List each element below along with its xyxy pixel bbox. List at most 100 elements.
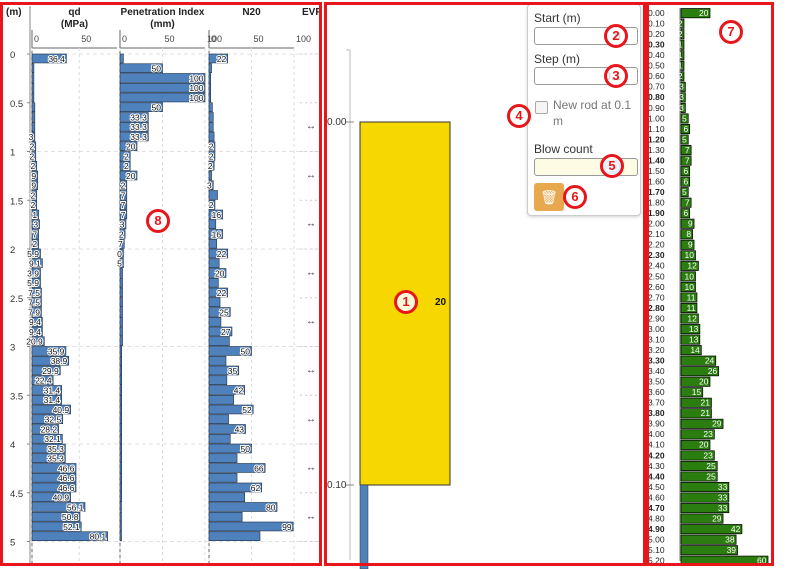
- qd-bar-label: 3: [29, 132, 34, 142]
- list-blow-bar[interactable]: [680, 166, 691, 177]
- list-blow-bar[interactable]: [680, 281, 696, 292]
- list-blow-bar[interactable]: [680, 113, 689, 124]
- n20-bar-label: 35: [228, 366, 238, 376]
- list-blow-bar[interactable]: [680, 313, 699, 324]
- list-blow-value: 33: [718, 503, 728, 513]
- list-blow-bar[interactable]: [680, 271, 696, 282]
- list-blow-bar[interactable]: [680, 555, 769, 566]
- evr-arrow-icon[interactable]: ↔: [306, 316, 316, 327]
- list-blow-bar[interactable]: [680, 260, 699, 271]
- list-blow-bar[interactable]: [680, 187, 689, 198]
- list-blow-bar[interactable]: [680, 60, 685, 71]
- list-blow-bar[interactable]: [680, 450, 715, 461]
- evr-arrow-icon[interactable]: ↔: [306, 267, 316, 278]
- evr-arrow-icon[interactable]: ↔: [306, 414, 316, 425]
- list-blow-bar[interactable]: [680, 460, 718, 471]
- list-blow-bar[interactable]: [680, 123, 691, 135]
- list-blow-bar[interactable]: [680, 145, 692, 156]
- list-blow-bar[interactable]: [680, 524, 743, 535]
- n20-bar-label: 22: [217, 288, 227, 298]
- list-blow-bar[interactable]: [680, 208, 691, 219]
- list-blow-bar[interactable]: [680, 81, 686, 92]
- list-blow-bar[interactable]: [680, 71, 685, 82]
- qd-bar-label: 2: [30, 161, 35, 171]
- new-rod-checkbox[interactable]: [535, 101, 548, 114]
- list-depth: 1.10: [648, 124, 665, 134]
- n20-bar: [208, 151, 216, 161]
- interval-depth-bottom: 0.10: [327, 480, 347, 491]
- evr-arrow-icon[interactable]: ↔: [306, 511, 316, 522]
- list-blow-bar[interactable]: [680, 471, 718, 482]
- list-blow-bar[interactable]: [680, 387, 704, 398]
- list-blow-bar[interactable]: [680, 418, 724, 429]
- list-blow-bar[interactable]: [680, 482, 730, 493]
- list-blow-bar[interactable]: [680, 8, 711, 19]
- n20-bar: [208, 472, 238, 483]
- pi-bar-label: 2: [119, 229, 124, 239]
- list-blow-bar[interactable]: [680, 134, 689, 145]
- trash-icon: 🗑: [540, 189, 558, 205]
- n20-bar: [208, 531, 261, 541]
- evr-arrow-icon[interactable]: ↔: [306, 463, 316, 474]
- list-blow-bar[interactable]: [680, 534, 737, 545]
- qd-bar: [31, 511, 81, 522]
- list-blow-bar[interactable]: [680, 292, 698, 303]
- list-blow-bar[interactable]: [680, 218, 695, 229]
- n20-bar: [208, 326, 233, 337]
- evr-arrow-icon[interactable]: ↔: [306, 219, 316, 230]
- qd-bar: [31, 287, 42, 298]
- list-blow-bar[interactable]: [680, 513, 724, 524]
- list-blow-bar[interactable]: [680, 345, 702, 356]
- n20-bar: [208, 443, 252, 454]
- list-blow-bar[interactable]: [680, 492, 730, 503]
- qd-bar: [31, 180, 38, 190]
- qd-bar-label: 50.8: [62, 512, 79, 522]
- n20-bar: [208, 268, 227, 278]
- delete-button[interactable]: 🗑: [534, 183, 564, 211]
- qd-bar-label: 5.9: [27, 278, 39, 288]
- qd-bar: [31, 326, 43, 337]
- list-blow-bar[interactable]: [680, 197, 692, 208]
- qd-bar-label: 52.1: [63, 522, 80, 532]
- list-blow-bar[interactable]: [680, 102, 686, 113]
- list-depth: 1.40: [648, 155, 665, 165]
- list-blow-bar[interactable]: [680, 39, 685, 50]
- list-blow-bar[interactable]: [680, 50, 685, 61]
- list-depth: 4.20: [648, 450, 665, 460]
- list-blow-bar[interactable]: [680, 503, 730, 514]
- qd-bar-label-halo: 9.1: [29, 259, 41, 269]
- qd-tick: 50: [81, 34, 91, 44]
- list-blow-bar[interactable]: [680, 355, 717, 366]
- n20-bar: [208, 160, 215, 171]
- list-blow-bar[interactable]: [680, 92, 686, 103]
- list-blow-bar[interactable]: [680, 376, 711, 387]
- list-blow-bar[interactable]: [680, 439, 711, 450]
- list-blow-bar[interactable]: [680, 429, 715, 440]
- list-blow-bar[interactable]: [680, 324, 701, 335]
- n20-bar: [208, 453, 238, 463]
- evr-arrow-icon[interactable]: ↔: [306, 121, 316, 132]
- list-blow-bar[interactable]: [680, 18, 685, 29]
- list-blow-bar[interactable]: [680, 302, 698, 314]
- list-blow-bar[interactable]: [680, 250, 696, 261]
- qd-bar: [31, 404, 71, 415]
- n20-bar: [208, 433, 231, 444]
- list-blow-bar[interactable]: [680, 229, 693, 240]
- list-blow-bar[interactable]: [680, 176, 691, 187]
- qd-bar: [31, 502, 86, 512]
- evr-arrow-icon[interactable]: ↔: [306, 170, 316, 181]
- list-blow-bar[interactable]: [680, 29, 685, 40]
- n20-bar: [208, 307, 231, 317]
- list-blow-bar[interactable]: [680, 545, 738, 556]
- list-blow-bar[interactable]: [680, 155, 692, 166]
- evr-arrow-icon[interactable]: ↔: [306, 365, 316, 376]
- pi-bar-label-halo: 7: [121, 210, 126, 220]
- qd-bar-label-halo: 35.9: [48, 346, 65, 356]
- list-blow-bar[interactable]: [680, 334, 701, 345]
- list-blow-bar[interactable]: [680, 408, 712, 419]
- list-blow-bar[interactable]: [680, 239, 695, 250]
- list-blow-bar[interactable]: [680, 397, 712, 408]
- list-blow-bar[interactable]: [680, 366, 720, 377]
- next-blow-block[interactable]: [359, 484, 369, 569]
- pi-bar-label-halo: 50: [152, 103, 162, 113]
